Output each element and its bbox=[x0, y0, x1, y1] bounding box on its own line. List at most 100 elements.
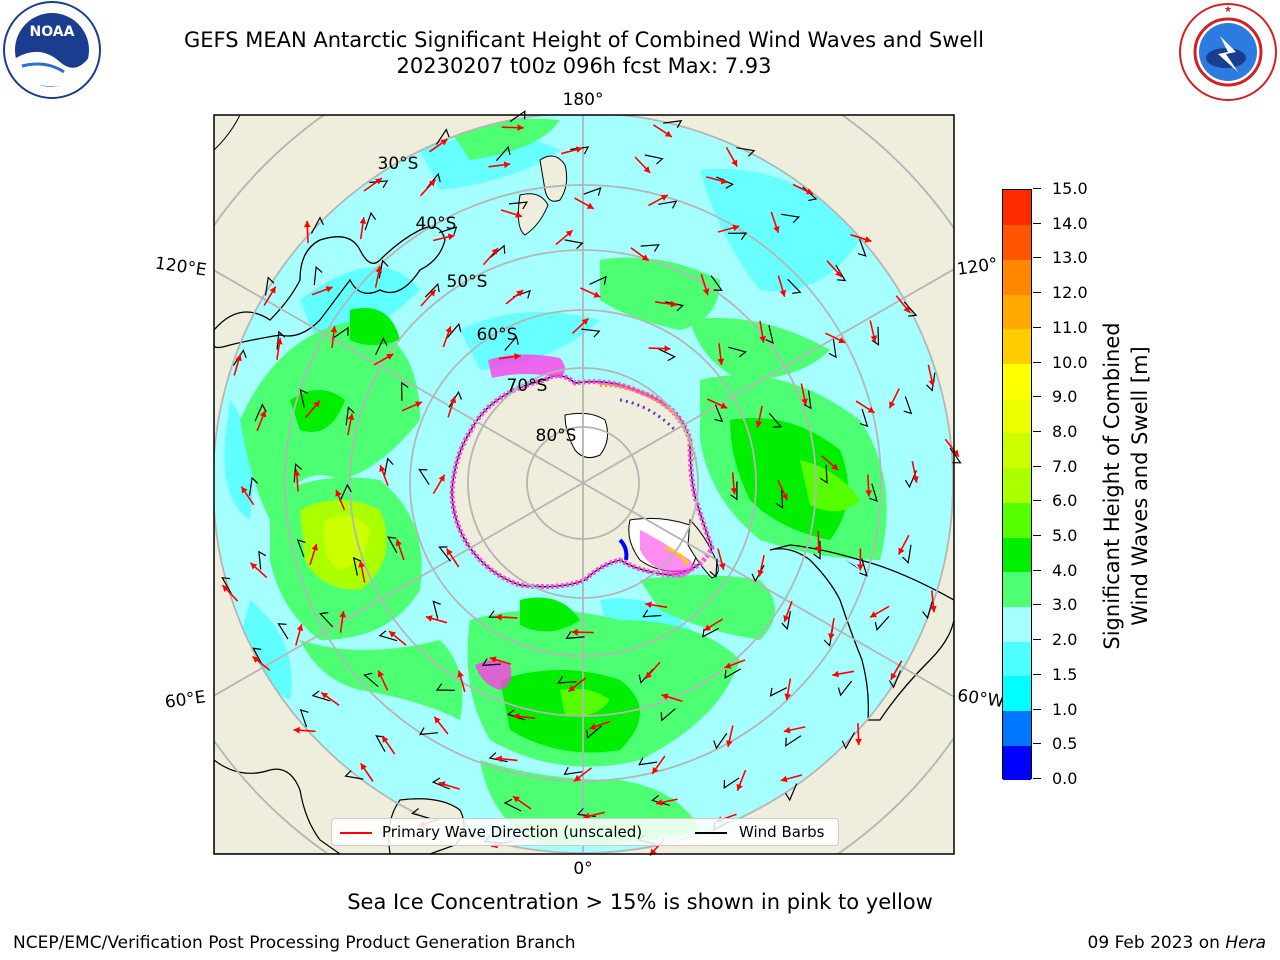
wind-barb bbox=[787, 278, 802, 294]
wave-arrow-head bbox=[321, 692, 329, 699]
wave-arrow-head bbox=[801, 398, 808, 406]
wave-arrow-head bbox=[855, 738, 862, 746]
wind-barb bbox=[702, 627, 720, 638]
wave-arrow-head bbox=[655, 799, 663, 806]
lon-label-right-lower: 60°W bbox=[956, 686, 1005, 712]
lon-label-top: 180° bbox=[563, 90, 604, 110]
wave-arrow-head bbox=[513, 713, 520, 720]
noaa-logo: NOAA bbox=[3, 1, 101, 99]
wind-barb bbox=[859, 408, 869, 428]
wave-arrow-head bbox=[928, 379, 936, 387]
wind-barb bbox=[400, 381, 409, 401]
wave-arrow-head bbox=[704, 624, 711, 631]
wave-arrow-head bbox=[330, 326, 338, 333]
wave-arrow-head bbox=[581, 318, 589, 325]
wind-barb bbox=[339, 483, 352, 502]
wave-arrow-head bbox=[293, 469, 301, 476]
wind-barb bbox=[903, 396, 913, 415]
colorbar-segment bbox=[1003, 432, 1031, 469]
lat-label-80s: 80°S bbox=[536, 426, 577, 446]
wave-arrow-head bbox=[359, 217, 367, 224]
wind-barb bbox=[439, 226, 458, 235]
lat-label-30s: 30°S bbox=[378, 154, 419, 174]
wind-barb bbox=[724, 668, 741, 680]
wind-barb bbox=[570, 146, 590, 155]
wave-arrow-head bbox=[457, 670, 464, 678]
wave-arrow-head bbox=[269, 286, 276, 294]
footer-date: 09 Feb 2023 on Hera bbox=[1088, 933, 1266, 953]
wind-barb bbox=[296, 539, 306, 558]
wind-barb bbox=[658, 348, 677, 362]
colorbar-segment bbox=[1003, 467, 1031, 503]
wind-barb bbox=[819, 464, 828, 484]
wind-barb bbox=[435, 683, 455, 691]
wave-arrow-head bbox=[304, 220, 311, 228]
wind-barb bbox=[728, 346, 747, 358]
wave-arrow-head bbox=[377, 670, 384, 678]
wind-barb bbox=[710, 275, 723, 291]
colorbar-segment bbox=[1003, 537, 1031, 573]
wave-arrow-head bbox=[339, 611, 346, 618]
wind-barb bbox=[411, 808, 430, 819]
wind-barb bbox=[859, 558, 868, 577]
wave-arrow-head bbox=[438, 781, 446, 788]
wave-arrow-head bbox=[382, 736, 389, 743]
wave-arrow-head bbox=[325, 286, 333, 293]
wind-barb bbox=[418, 727, 439, 736]
wind-barb bbox=[727, 232, 748, 240]
wind-barb bbox=[254, 403, 267, 422]
wave-arrow-head bbox=[724, 662, 732, 669]
wind-barb bbox=[488, 752, 508, 763]
wind-barb bbox=[644, 154, 664, 165]
wind-barb bbox=[431, 777, 450, 790]
wind-barb bbox=[874, 615, 890, 631]
wind-barb bbox=[904, 470, 918, 489]
wind-barb bbox=[495, 145, 511, 162]
wind-barb bbox=[378, 630, 398, 642]
wave-arrow-head bbox=[568, 685, 576, 692]
wind-barb bbox=[775, 489, 784, 509]
legend-wave-swatch bbox=[340, 832, 372, 834]
colorbar-label-line1: Significant Height of Combined bbox=[1100, 322, 1124, 650]
wind-barb bbox=[589, 275, 607, 285]
wind-barb bbox=[221, 576, 232, 594]
wind-barb bbox=[803, 390, 812, 410]
wind-barb bbox=[581, 328, 601, 338]
wave-arrow-head bbox=[670, 300, 677, 308]
wind-barb bbox=[435, 128, 450, 145]
sea-ice-edge bbox=[449, 373, 715, 590]
wind-barb bbox=[768, 412, 783, 428]
wind-barb bbox=[248, 476, 259, 496]
noaa-logo-text: NOAA bbox=[30, 24, 75, 40]
wave-arrow-head bbox=[952, 449, 959, 457]
wind-barb bbox=[557, 675, 577, 684]
colorbar-segment bbox=[1003, 398, 1031, 434]
chart-title: GEFS MEAN Antarctic Significant Height o… bbox=[183, 28, 985, 52]
wave-arrow-head bbox=[731, 159, 738, 167]
wind-barb bbox=[828, 339, 837, 359]
wind-barb bbox=[902, 544, 912, 564]
wind-barb bbox=[264, 276, 275, 296]
wave-arrow-head bbox=[358, 560, 365, 568]
wind-barb bbox=[713, 733, 728, 750]
wave-arrow-head bbox=[375, 266, 382, 273]
colorbar-segment bbox=[1003, 710, 1031, 746]
wave-arrow-head bbox=[870, 611, 878, 618]
wave-arrow-head bbox=[664, 345, 671, 352]
wind-barb bbox=[446, 322, 462, 339]
wave-arrow-head bbox=[779, 289, 787, 297]
colorbar-segment bbox=[1003, 641, 1031, 677]
wave-arrow-head bbox=[865, 490, 872, 497]
wind-barb bbox=[438, 546, 451, 562]
wave-arrow-head bbox=[445, 326, 452, 334]
footer-date-text: 09 Feb 2023 on bbox=[1087, 933, 1226, 953]
wave-arrow-head bbox=[903, 306, 910, 313]
legend-barb-swatch bbox=[695, 832, 727, 834]
wave-arrow-head bbox=[222, 585, 230, 592]
colorbar-segment bbox=[1003, 294, 1031, 330]
wave-arrow-head bbox=[867, 406, 875, 413]
wave-arrow-head bbox=[495, 755, 502, 763]
wind-barb bbox=[378, 259, 389, 279]
wind-barb bbox=[432, 600, 441, 619]
